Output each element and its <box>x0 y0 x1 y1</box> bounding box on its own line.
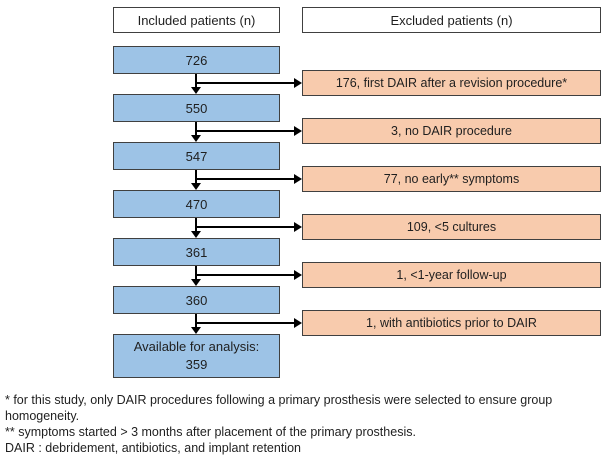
exclusion-box-no-dair: 3, no DAIR procedure <box>302 118 601 144</box>
exclusion-box-no-early-symptoms: 77, no early** symptoms <box>302 166 601 192</box>
included-count-box-547: 547 <box>113 142 280 170</box>
footnote-line-2: homogeneity. <box>5 409 80 423</box>
arrow-branch-line-6 <box>196 322 294 324</box>
exclusion-box-antibiotics: 1, with antibiotics prior to DAIR <box>302 310 601 336</box>
arrow-branch-head-1 <box>294 78 302 88</box>
arrow-branch-line-2 <box>196 130 294 132</box>
arrow-down-head-1 <box>191 87 201 94</box>
arrow-branch-line-1 <box>196 82 294 84</box>
arrow-down-head-5 <box>191 279 201 286</box>
included-count-box-726: 726 <box>113 46 280 74</box>
arrow-down-line-2 <box>195 122 197 135</box>
footnote-line-4: DAIR : debridement, antibiotics, and imp… <box>5 441 301 455</box>
arrow-branch-head-3 <box>294 174 302 184</box>
arrow-branch-head-2 <box>294 126 302 136</box>
arrow-down-line-5 <box>195 266 197 279</box>
available-for-analysis-count: 359 <box>185 357 208 372</box>
arrow-down-head-2 <box>191 135 201 142</box>
included-count-box-550: 550 <box>113 94 280 122</box>
arrow-branch-line-5 <box>196 274 294 276</box>
included-count-box-360: 360 <box>113 286 280 314</box>
arrow-branch-head-5 <box>294 270 302 280</box>
arrow-down-head-6 <box>191 327 201 334</box>
exclusion-box-cultures: 109, <5 cultures <box>302 214 601 240</box>
arrow-down-line-1 <box>195 74 197 87</box>
footnote-line-3: ** symptoms started > 3 months after pla… <box>5 425 416 439</box>
arrow-branch-head-6 <box>294 318 302 328</box>
arrow-down-line-3 <box>195 170 197 183</box>
included-patients-header: Included patients (n) <box>113 7 280 33</box>
arrow-branch-head-4 <box>294 222 302 232</box>
arrow-branch-line-4 <box>196 226 294 228</box>
arrow-down-line-4 <box>195 218 197 231</box>
arrow-branch-line-3 <box>196 178 294 180</box>
included-count-box-470: 470 <box>113 190 280 218</box>
available-for-analysis-label: Available for analysis: <box>133 339 260 354</box>
arrow-down-head-4 <box>191 231 201 238</box>
exclusion-box-follow-up: 1, <1-year follow-up <box>302 262 601 288</box>
arrow-down-line-6 <box>195 314 197 327</box>
arrow-down-head-3 <box>191 183 201 190</box>
excluded-patients-header: Excluded patients (n) <box>302 7 601 33</box>
footnotes: * for this study, only DAIR procedures f… <box>5 392 552 456</box>
available-for-analysis-box: Available for analysis: 359 <box>113 334 280 378</box>
included-count-box-361: 361 <box>113 238 280 266</box>
footnote-line-1: * for this study, only DAIR procedures f… <box>5 393 553 407</box>
exclusion-box-revision-procedure: 176, first DAIR after a revision procedu… <box>302 70 601 96</box>
